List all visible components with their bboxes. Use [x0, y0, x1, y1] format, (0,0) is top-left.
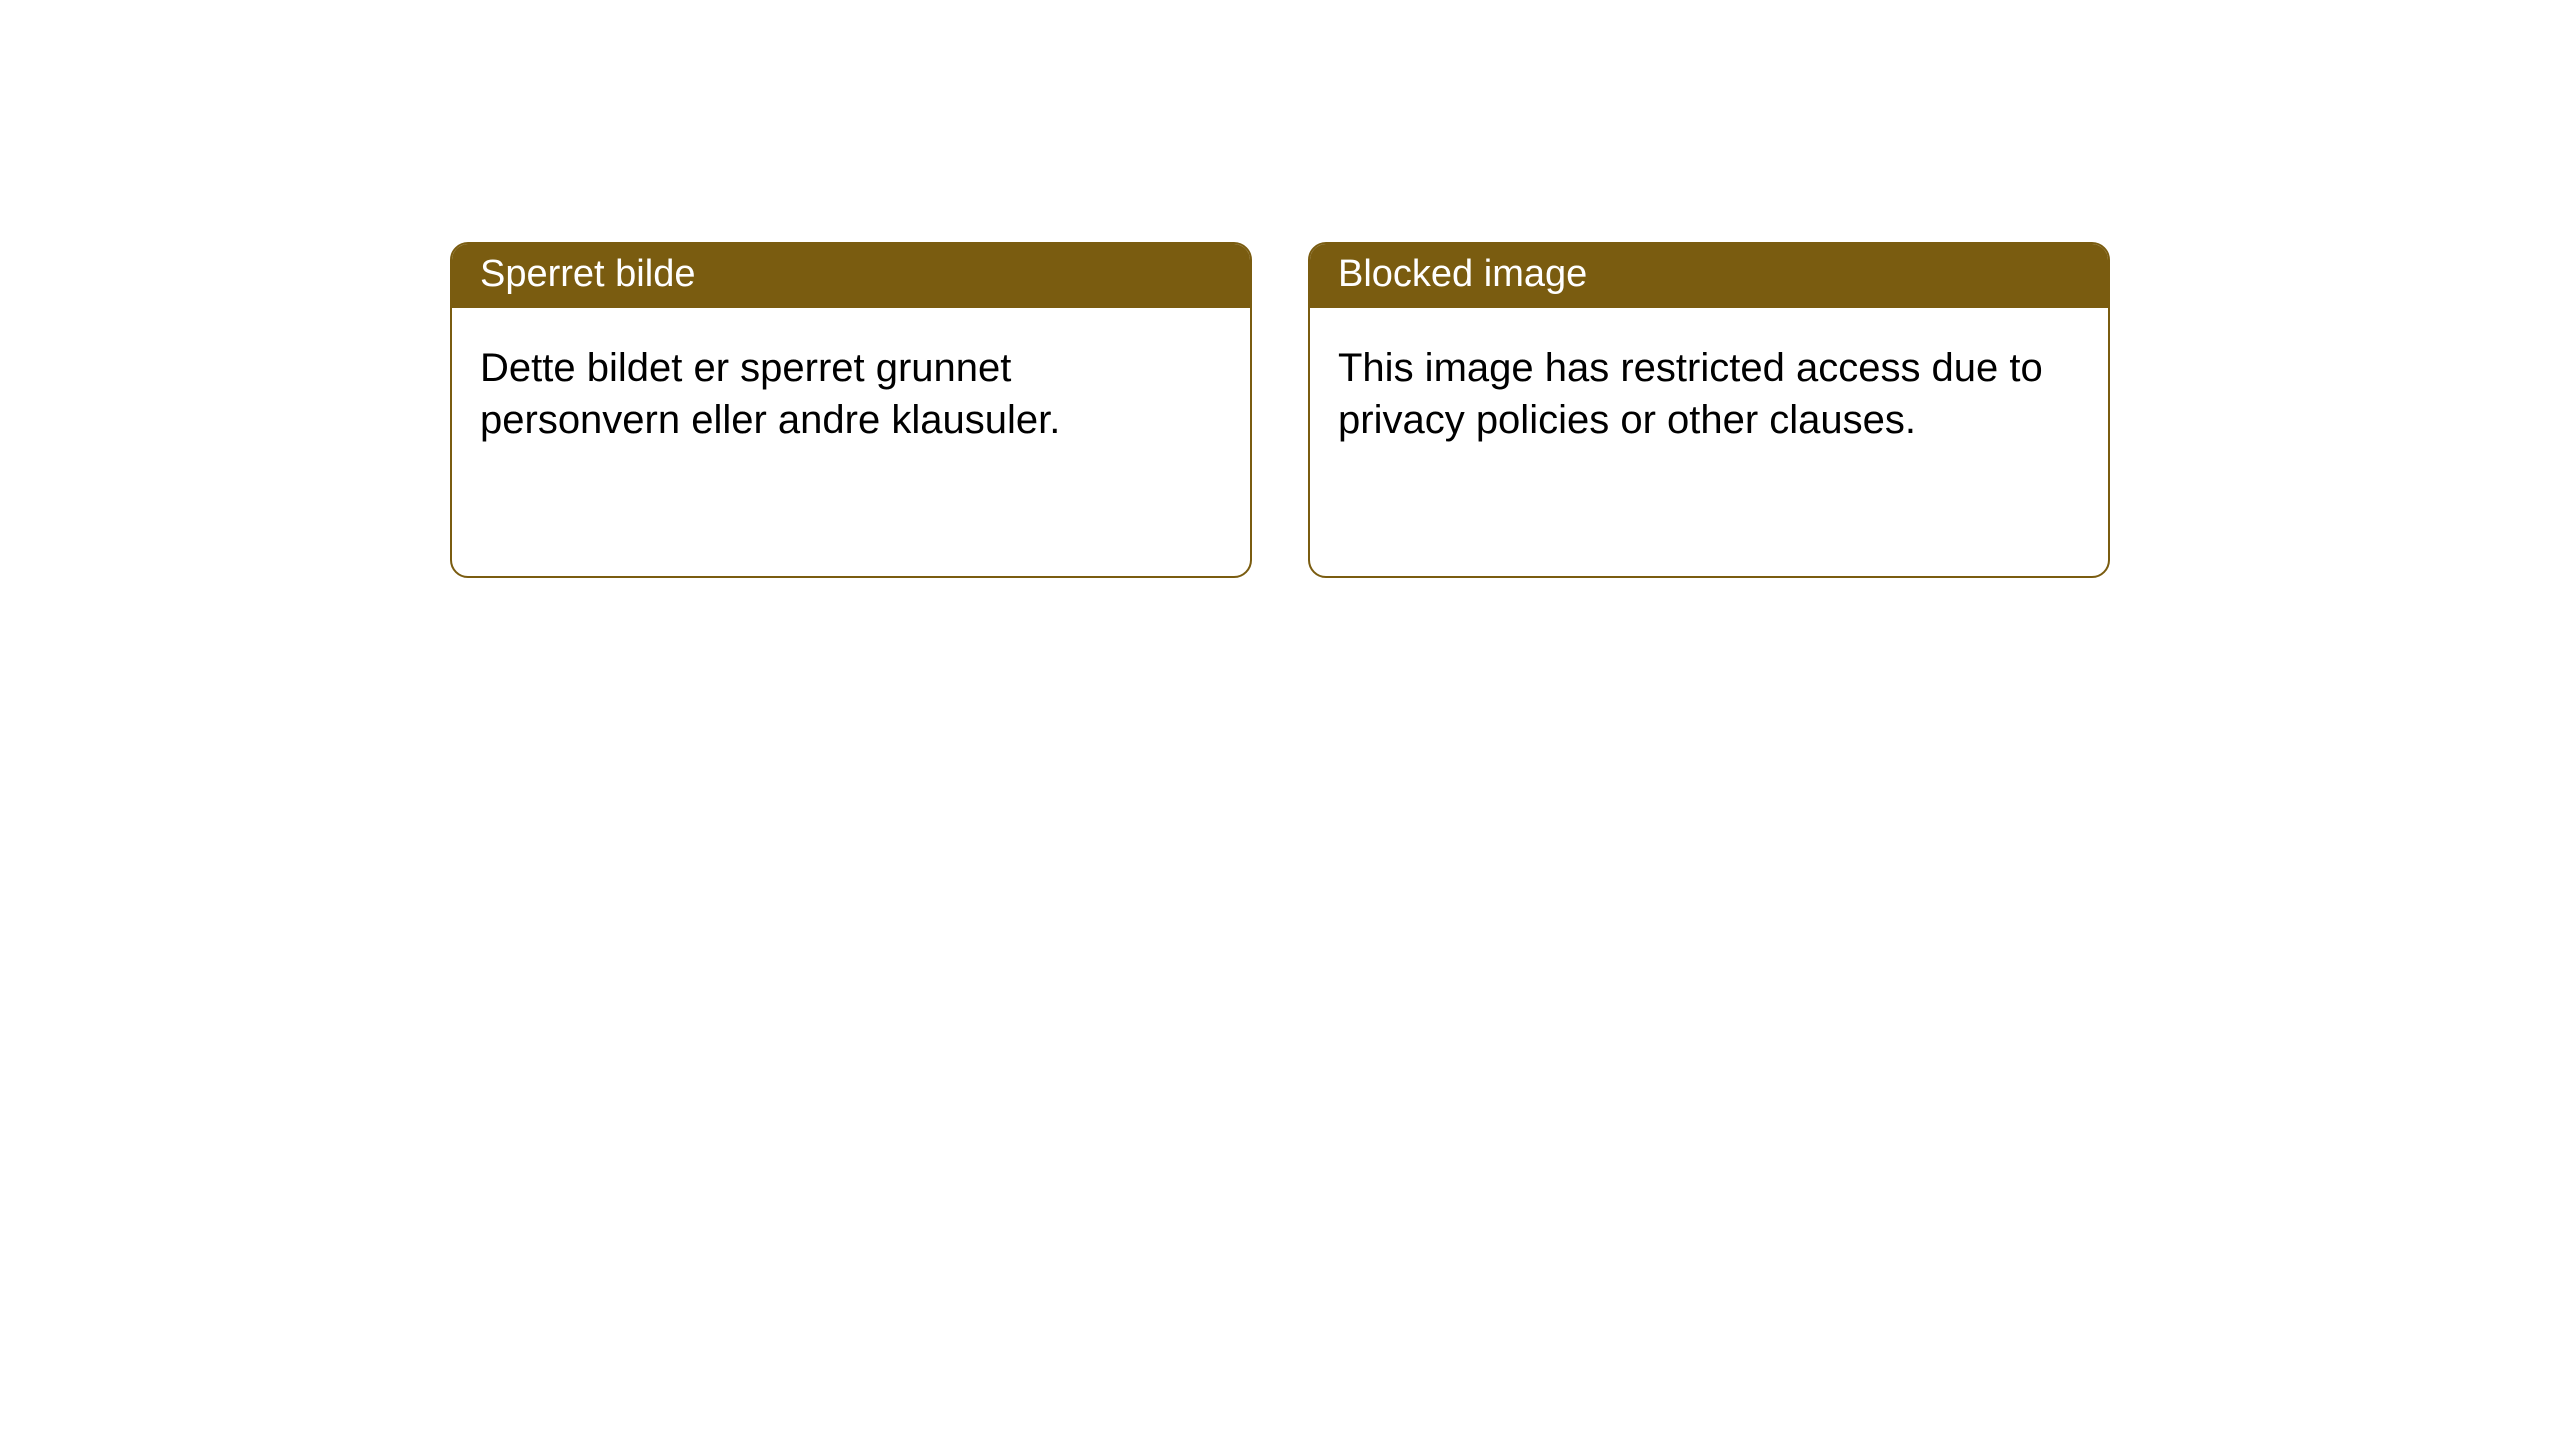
notice-header: Blocked image [1310, 244, 2108, 308]
notice-body: Dette bildet er sperret grunnet personve… [452, 308, 1250, 480]
notice-body: This image has restricted access due to … [1310, 308, 2108, 480]
notice-message: Dette bildet er sperret grunnet personve… [480, 346, 1060, 442]
notice-card-norwegian: Sperret bilde Dette bildet er sperret gr… [450, 242, 1252, 578]
notice-header: Sperret bilde [452, 244, 1250, 308]
notice-message: This image has restricted access due to … [1338, 346, 2043, 442]
notice-title: Sperret bilde [480, 253, 695, 295]
notice-card-english: Blocked image This image has restricted … [1308, 242, 2110, 578]
notice-title: Blocked image [1338, 253, 1587, 295]
notice-container: Sperret bilde Dette bildet er sperret gr… [0, 0, 2560, 578]
